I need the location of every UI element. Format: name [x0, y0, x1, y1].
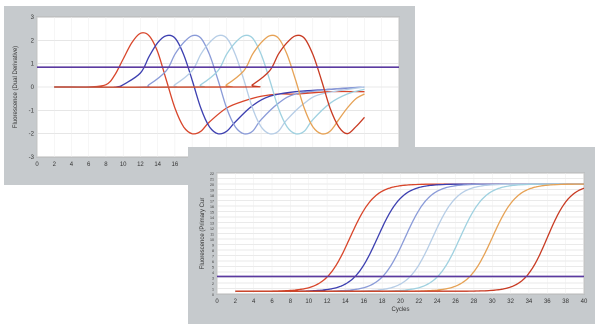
y-tick-label: 14 — [210, 216, 214, 220]
series-line-6 — [54, 34, 365, 135]
x-tick-label: 30 — [489, 299, 496, 305]
x-axis-label: Cycles — [391, 307, 409, 313]
x-tick-label: 10 — [305, 299, 312, 305]
x-tick-label: 4 — [252, 299, 256, 305]
y-tick-label: 4 — [212, 271, 214, 275]
y-tick-label: 8 — [212, 249, 214, 253]
x-tick-label: 16 — [360, 299, 367, 305]
y-tick-label: 2 — [31, 38, 35, 44]
x-tick-label: 28 — [471, 299, 478, 305]
x-tick-label: 12 — [324, 299, 331, 305]
y-tick-label: 13 — [210, 222, 214, 226]
y-tick-label: 11 — [210, 233, 214, 237]
x-tick-label: 0 — [35, 162, 39, 168]
y-axis-label: Fluorescence (Primary Cur — [200, 198, 206, 270]
y-tick-label: 3 — [212, 277, 214, 281]
x-tick-label: 24 — [434, 299, 441, 305]
y-tick-label: 7 — [212, 255, 214, 259]
y-tick-label: 17 — [210, 200, 214, 204]
y-tick-label: 18 — [210, 194, 214, 198]
y-tick-label: 2 — [212, 282, 214, 286]
y-tick-label: 16 — [210, 205, 214, 209]
y-tick-label: 3 — [31, 15, 35, 21]
y-tick-label: 22 — [210, 172, 214, 176]
y-tick-label: 0 — [31, 85, 35, 91]
amplification-chart-panel: 0 1 2 3 4 5 6 7 8 9 10 11 12 13 14 15 16 17 18 19 20 21 22 0 2 4 6… — [188, 147, 595, 324]
x-tick-label: 18 — [379, 299, 386, 305]
x-tick-label: 40 — [581, 299, 588, 305]
x-tick-label: 2 — [234, 299, 238, 305]
derivative-chart-panel: -3-2-10123024681012141618202224262830323… — [4, 6, 415, 185]
x-tick-label: 0 — [215, 299, 219, 305]
series-line-2 — [54, 34, 365, 135]
x-tick-label: 2 — [53, 162, 57, 168]
y-tick-label: -1 — [29, 108, 35, 114]
y-tick-label: -2 — [29, 132, 35, 138]
y-tick-label: 5 — [212, 266, 214, 270]
y-tick-label: 19 — [210, 189, 214, 193]
series-line-1 — [54, 32, 365, 135]
x-tick-label: 36 — [544, 299, 551, 305]
y-tick-label: 12 — [210, 227, 214, 231]
x-tick-label: 22 — [416, 299, 423, 305]
y-tick-label: 15 — [210, 211, 214, 215]
series-line-5 — [54, 34, 365, 135]
y-tick-label: 9 — [212, 244, 214, 248]
x-tick-label: 20 — [397, 299, 404, 305]
series-line-7 — [54, 34, 365, 135]
y-tick-label: 0 — [212, 293, 214, 297]
x-tick-label: 10 — [120, 162, 127, 168]
x-tick-label: 26 — [452, 299, 459, 305]
y-tick-label: 20 — [210, 183, 214, 187]
derivative-chart: -3-2-10123024681012141618202224262830323… — [13, 15, 403, 176]
series-line-3 — [54, 34, 365, 135]
x-tick-label: 6 — [270, 299, 274, 305]
x-tick-label: 38 — [562, 299, 569, 305]
x-tick-label: 34 — [526, 299, 533, 305]
y-tick-label: 6 — [212, 260, 214, 264]
x-tick-label: 8 — [104, 162, 108, 168]
y-tick-label: 1 — [31, 62, 35, 68]
x-tick-label: 6 — [87, 162, 91, 168]
series-line-4 — [54, 34, 365, 135]
x-tick-label: 4 — [70, 162, 74, 168]
x-tick-label: 14 — [342, 299, 349, 305]
x-tick-label: 8 — [289, 299, 293, 305]
x-tick-label: 12 — [137, 162, 144, 168]
y-tick-label: -3 — [29, 155, 35, 161]
x-tick-label: 14 — [154, 162, 161, 168]
x-tick-label: 32 — [507, 299, 514, 305]
y-axis-label: Fluorescence (Dual Derivative) — [13, 46, 19, 128]
y-tick-label: 10 — [210, 238, 214, 242]
y-tick-label: 21 — [210, 178, 214, 182]
x-tick-label: 16 — [172, 162, 179, 168]
y-tick-label: 1 — [212, 288, 214, 292]
